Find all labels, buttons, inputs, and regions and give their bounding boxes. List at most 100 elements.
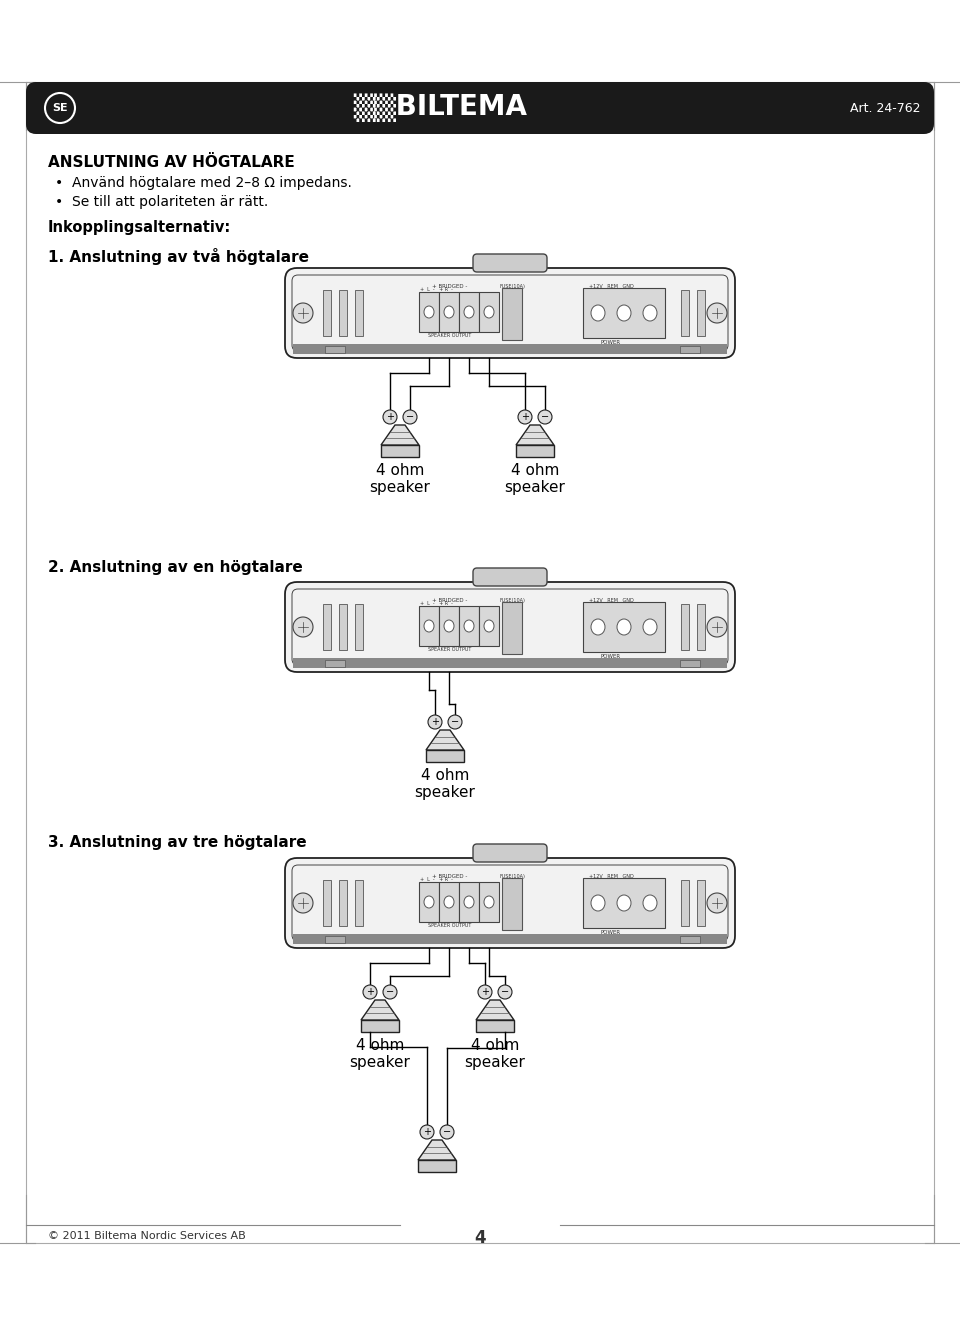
Text: FUSE(10A): FUSE(10A) xyxy=(499,874,525,878)
Bar xyxy=(680,346,700,352)
Ellipse shape xyxy=(484,896,494,908)
Circle shape xyxy=(538,409,552,424)
Bar xyxy=(355,880,363,926)
Bar xyxy=(583,288,665,338)
Text: POWER: POWER xyxy=(601,655,621,659)
Circle shape xyxy=(707,617,727,637)
Bar xyxy=(418,1159,456,1173)
Polygon shape xyxy=(516,425,554,445)
Bar xyxy=(697,604,705,651)
Bar xyxy=(381,445,419,457)
Bar xyxy=(583,878,665,927)
Bar xyxy=(325,935,345,943)
Text: +  L  -   + R  -: + L - + R - xyxy=(420,602,453,606)
Bar xyxy=(426,750,464,762)
FancyBboxPatch shape xyxy=(479,606,499,647)
Ellipse shape xyxy=(484,306,494,318)
Bar xyxy=(339,604,347,651)
Text: +: + xyxy=(366,987,374,996)
Text: −: − xyxy=(386,987,394,996)
Text: POWER: POWER xyxy=(601,930,621,935)
Ellipse shape xyxy=(617,305,631,321)
Circle shape xyxy=(707,893,727,913)
Bar xyxy=(325,660,345,666)
Ellipse shape xyxy=(444,306,454,318)
Text: Art. 24-762: Art. 24-762 xyxy=(850,102,920,114)
Bar xyxy=(583,602,665,652)
Text: −: − xyxy=(451,717,459,727)
Text: © 2011 Biltema Nordic Services AB: © 2011 Biltema Nordic Services AB xyxy=(48,1231,246,1242)
FancyBboxPatch shape xyxy=(439,292,459,333)
Bar xyxy=(339,880,347,926)
Text: 2. Anslutning av en högtalare: 2. Anslutning av en högtalare xyxy=(48,560,302,575)
Bar xyxy=(293,659,727,668)
Bar xyxy=(502,288,522,341)
Circle shape xyxy=(498,984,512,999)
FancyBboxPatch shape xyxy=(473,568,547,586)
FancyBboxPatch shape xyxy=(285,268,735,358)
Bar xyxy=(293,934,727,943)
FancyBboxPatch shape xyxy=(419,292,439,333)
Text: SPEAKER OUTPUT: SPEAKER OUTPUT xyxy=(428,924,471,928)
Text: +  L  -   + R  -: + L - + R - xyxy=(420,288,453,292)
Ellipse shape xyxy=(643,894,657,912)
Polygon shape xyxy=(361,1000,399,1020)
Text: +12V   REM   GND: +12V REM GND xyxy=(588,874,634,878)
Ellipse shape xyxy=(617,894,631,912)
Ellipse shape xyxy=(424,896,434,908)
Text: + BRIDGED -: + BRIDGED - xyxy=(432,598,468,603)
Ellipse shape xyxy=(643,619,657,635)
Text: −: − xyxy=(540,412,549,421)
Bar xyxy=(680,660,700,666)
Polygon shape xyxy=(418,1140,456,1159)
Ellipse shape xyxy=(444,896,454,908)
Circle shape xyxy=(383,409,397,424)
Circle shape xyxy=(428,716,442,729)
Text: 1. Anslutning av två högtalare: 1. Anslutning av två högtalare xyxy=(48,248,309,265)
Text: •  Använd högtalare med 2–8 Ω impedans.: • Använd högtalare med 2–8 Ω impedans. xyxy=(55,176,352,189)
Text: −: − xyxy=(406,412,414,421)
Text: 4 ohm
speaker: 4 ohm speaker xyxy=(415,768,475,800)
Text: 4 ohm
speaker: 4 ohm speaker xyxy=(465,1037,525,1071)
Bar xyxy=(681,604,689,651)
Text: SPEAKER OUTPUT: SPEAKER OUTPUT xyxy=(428,647,471,652)
FancyBboxPatch shape xyxy=(26,82,934,134)
Bar xyxy=(339,290,347,337)
Ellipse shape xyxy=(617,619,631,635)
FancyBboxPatch shape xyxy=(473,844,547,863)
Ellipse shape xyxy=(591,305,605,321)
FancyBboxPatch shape xyxy=(285,582,735,672)
Text: POWER: POWER xyxy=(601,341,621,345)
Bar xyxy=(361,1020,399,1032)
Text: ▒▒BILTEMA: ▒▒BILTEMA xyxy=(353,94,527,122)
Ellipse shape xyxy=(464,896,474,908)
Ellipse shape xyxy=(591,894,605,912)
Text: +: + xyxy=(386,412,394,421)
Bar xyxy=(697,290,705,337)
Circle shape xyxy=(293,893,313,913)
Bar xyxy=(681,880,689,926)
FancyBboxPatch shape xyxy=(439,606,459,647)
Text: SPEAKER OUTPUT: SPEAKER OUTPUT xyxy=(428,333,471,338)
Circle shape xyxy=(707,303,727,323)
FancyBboxPatch shape xyxy=(439,882,459,922)
Text: ANSLUTNING AV HÖGTALARE: ANSLUTNING AV HÖGTALARE xyxy=(48,155,295,170)
Text: 4 ohm
speaker: 4 ohm speaker xyxy=(370,462,430,496)
Ellipse shape xyxy=(464,620,474,632)
Polygon shape xyxy=(476,1000,514,1020)
Text: +  L  -   + R  -: + L - + R - xyxy=(420,877,453,882)
Text: 4 ohm
speaker: 4 ohm speaker xyxy=(505,462,565,496)
FancyBboxPatch shape xyxy=(285,859,735,947)
Text: −: − xyxy=(443,1128,451,1137)
Circle shape xyxy=(518,409,532,424)
Text: 4 ohm
speaker: 4 ohm speaker xyxy=(349,1037,411,1071)
Text: +12V   REM   GND: +12V REM GND xyxy=(588,598,634,603)
Text: + BRIDGED -: + BRIDGED - xyxy=(432,874,468,878)
Bar xyxy=(681,290,689,337)
Text: −: − xyxy=(501,987,509,996)
Circle shape xyxy=(293,303,313,323)
Text: 4: 4 xyxy=(474,1230,486,1247)
Circle shape xyxy=(440,1125,454,1140)
Ellipse shape xyxy=(464,306,474,318)
Ellipse shape xyxy=(444,620,454,632)
